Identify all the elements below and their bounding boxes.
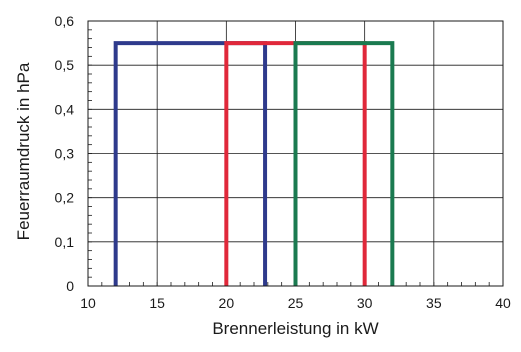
x-tick-label: 40 [495,295,511,311]
x-axis-label: Brennerleistung in kW [212,319,378,338]
series-layer [113,41,395,286]
x-tick-label: 10 [80,295,96,311]
x-tick-label: 20 [219,295,235,311]
tick-labels: 10 15 20 25 30 35 40 0 0,1 0,2 0,3 0,4 0,5 0,6 [55,13,511,311]
y-tick-label: 0 [66,278,74,294]
series-line-1 [113,41,268,286]
y-tick-label: 0,3 [55,146,75,162]
series-line-3 [293,41,395,286]
y-tick-label: 0,2 [55,190,75,206]
y-tick-label: 0,4 [55,101,75,117]
y-axis-label: Feuerraumdruck in hPa [14,62,33,240]
x-tick-label: 25 [288,295,304,311]
y-tick-label: 0,1 [55,234,75,250]
x-tick-label: 15 [149,295,165,311]
y-tick-label: 0,6 [55,13,75,29]
x-tick-label: 35 [426,295,442,311]
y-tick-label: 0,5 [55,57,75,73]
x-tick-label: 30 [357,295,373,311]
plot-frame [87,20,504,287]
